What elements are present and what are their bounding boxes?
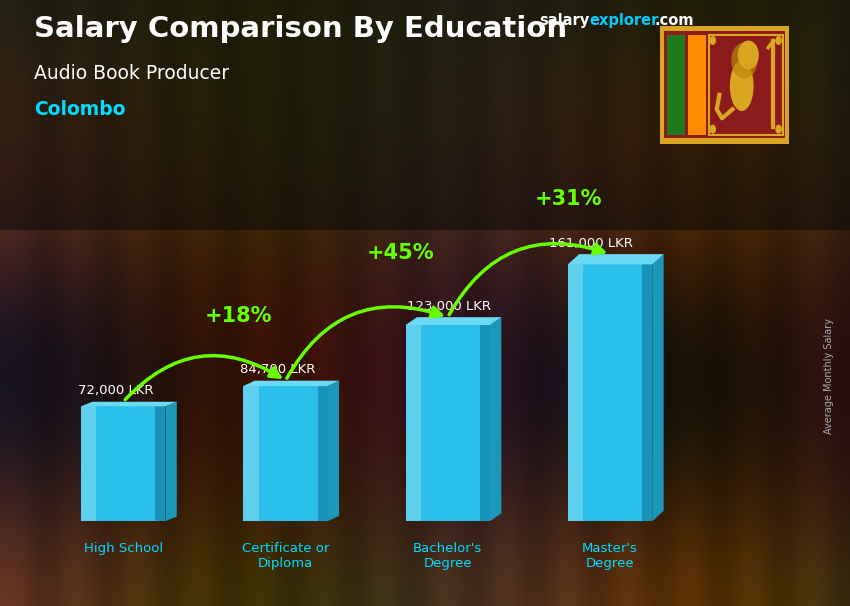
Text: .com: .com <box>654 13 694 28</box>
Bar <box>81 407 166 521</box>
Bar <box>642 264 652 521</box>
Polygon shape <box>328 381 339 521</box>
Text: +31%: +31% <box>535 188 603 208</box>
Polygon shape <box>405 317 502 325</box>
Bar <box>709 35 783 135</box>
Circle shape <box>775 36 782 45</box>
Bar <box>156 407 166 521</box>
Polygon shape <box>81 402 177 407</box>
Bar <box>243 386 328 521</box>
Circle shape <box>731 42 757 79</box>
Text: Audio Book Producer: Audio Book Producer <box>34 64 230 82</box>
Ellipse shape <box>730 61 754 111</box>
Text: explorer: explorer <box>589 13 659 28</box>
Polygon shape <box>243 381 339 386</box>
Circle shape <box>710 125 716 134</box>
Text: Average Monthly Salary: Average Monthly Salary <box>824 318 834 434</box>
Circle shape <box>775 125 782 134</box>
Bar <box>318 386 328 521</box>
Bar <box>568 264 583 521</box>
Bar <box>405 325 490 521</box>
Text: 84,700 LKR: 84,700 LKR <box>240 363 315 376</box>
Text: 123,000 LKR: 123,000 LKR <box>407 299 491 313</box>
Bar <box>480 325 490 521</box>
Bar <box>405 325 421 521</box>
Bar <box>81 407 96 521</box>
Bar <box>666 35 685 135</box>
Circle shape <box>710 36 716 45</box>
FancyBboxPatch shape <box>660 26 789 144</box>
Text: Certificate or
Diploma: Certificate or Diploma <box>242 542 329 570</box>
Text: Master's
Degree: Master's Degree <box>582 542 638 570</box>
Text: Bachelor's
Degree: Bachelor's Degree <box>413 542 483 570</box>
Bar <box>243 386 258 521</box>
Text: 161,000 LKR: 161,000 LKR <box>548 236 632 250</box>
Polygon shape <box>568 254 664 264</box>
Text: Colombo: Colombo <box>34 100 126 119</box>
Polygon shape <box>166 402 177 521</box>
Polygon shape <box>490 317 502 521</box>
Circle shape <box>738 41 759 70</box>
Text: +45%: +45% <box>367 242 434 262</box>
Polygon shape <box>652 254 664 521</box>
Bar <box>709 35 783 135</box>
Text: +18%: +18% <box>205 306 272 326</box>
Text: High School: High School <box>83 542 163 555</box>
Text: salary: salary <box>540 13 590 28</box>
Bar <box>664 32 785 138</box>
Text: 72,000 LKR: 72,000 LKR <box>78 384 153 397</box>
Text: Salary Comparison By Education: Salary Comparison By Education <box>34 15 567 43</box>
Bar <box>688 35 706 135</box>
Bar <box>568 264 652 521</box>
